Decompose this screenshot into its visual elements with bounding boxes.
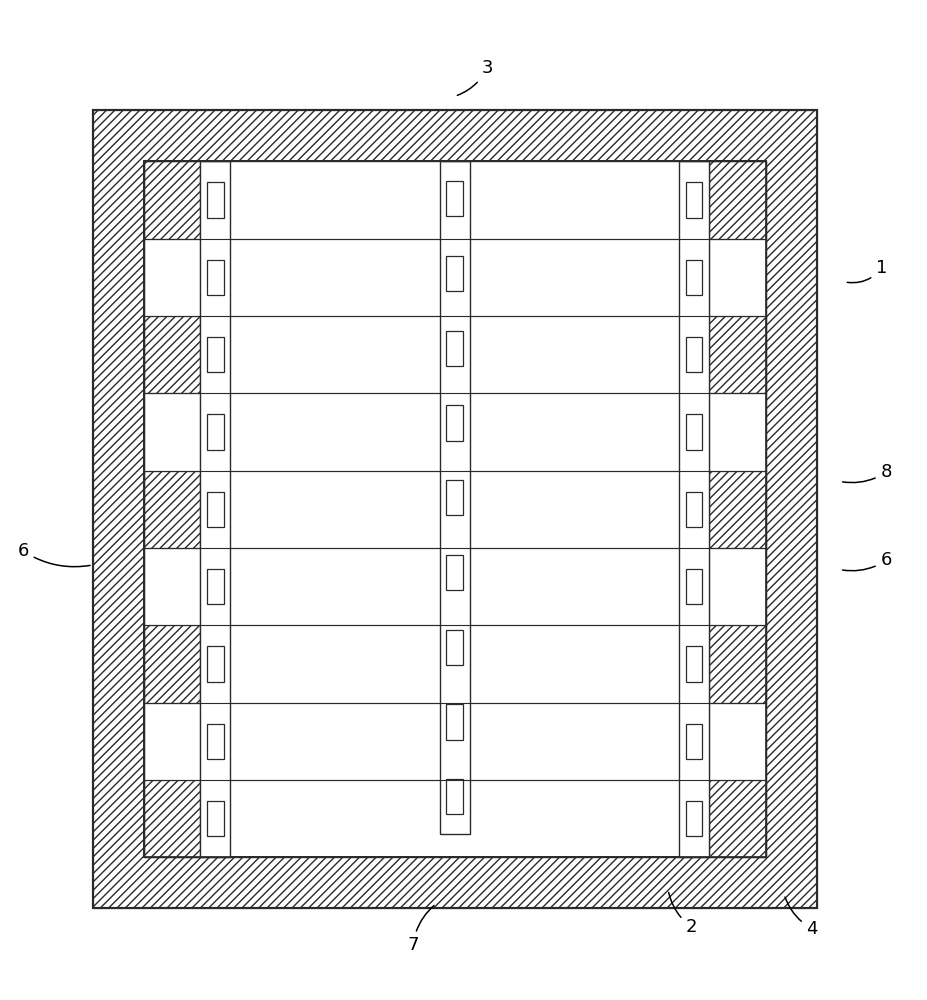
Bar xyxy=(144,161,200,239)
Bar xyxy=(144,548,200,625)
Bar xyxy=(144,161,200,857)
Bar xyxy=(93,110,816,908)
Text: 2: 2 xyxy=(668,892,696,936)
Bar xyxy=(207,337,223,372)
Bar xyxy=(685,569,702,604)
Bar xyxy=(446,704,463,740)
Bar xyxy=(685,646,702,682)
Bar xyxy=(708,780,765,857)
Bar xyxy=(685,260,702,295)
Bar xyxy=(144,471,200,548)
Bar xyxy=(207,260,223,295)
Bar xyxy=(93,110,816,908)
Bar xyxy=(144,625,200,703)
Text: 6: 6 xyxy=(842,551,891,571)
Text: 4: 4 xyxy=(784,897,817,938)
Text: 6: 6 xyxy=(18,542,90,567)
Bar xyxy=(200,161,230,857)
Bar xyxy=(446,405,463,441)
Bar xyxy=(207,492,223,527)
Bar xyxy=(708,471,765,548)
Bar xyxy=(446,555,463,590)
Bar xyxy=(685,492,702,527)
Bar xyxy=(144,239,200,316)
Bar xyxy=(708,161,765,239)
Bar xyxy=(685,801,702,836)
Text: 3: 3 xyxy=(457,59,492,95)
Bar xyxy=(708,161,765,857)
Bar xyxy=(708,316,765,393)
Bar xyxy=(207,724,223,759)
Bar xyxy=(708,393,765,471)
Bar xyxy=(685,414,702,450)
Bar xyxy=(207,801,223,836)
Bar xyxy=(446,256,463,291)
Bar xyxy=(207,569,223,604)
Bar xyxy=(446,779,463,814)
Bar xyxy=(144,703,200,780)
Bar xyxy=(207,182,223,218)
Bar xyxy=(685,724,702,759)
Bar xyxy=(144,780,200,857)
Bar xyxy=(685,337,702,372)
Bar xyxy=(708,625,765,703)
Bar xyxy=(93,110,816,908)
Bar xyxy=(446,630,463,665)
Bar xyxy=(144,393,200,471)
Bar xyxy=(446,331,463,366)
Bar xyxy=(144,161,765,857)
Bar xyxy=(679,161,708,857)
Bar xyxy=(144,161,765,857)
Bar xyxy=(207,646,223,682)
Bar xyxy=(439,161,469,834)
Bar xyxy=(708,239,765,316)
Text: 1: 1 xyxy=(846,259,886,283)
Text: 8: 8 xyxy=(842,463,891,483)
Bar xyxy=(446,480,463,515)
Bar xyxy=(446,181,463,216)
Bar xyxy=(207,414,223,450)
Text: 7: 7 xyxy=(407,905,434,954)
Bar xyxy=(144,161,765,857)
Bar xyxy=(708,548,765,625)
Bar xyxy=(708,703,765,780)
Bar xyxy=(685,182,702,218)
Bar xyxy=(144,316,200,393)
